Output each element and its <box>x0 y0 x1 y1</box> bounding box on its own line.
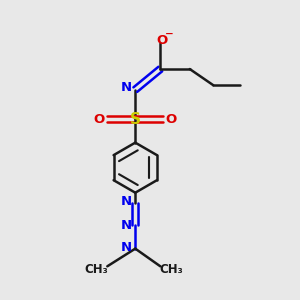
Text: N: N <box>121 241 132 254</box>
Text: −: − <box>165 29 174 39</box>
Text: S: S <box>130 112 141 127</box>
Text: CH₃: CH₃ <box>84 263 108 276</box>
Text: N: N <box>121 219 132 232</box>
Text: O: O <box>156 34 167 47</box>
Text: O: O <box>93 112 105 126</box>
Text: N: N <box>121 81 132 94</box>
Text: CH₃: CH₃ <box>160 263 183 276</box>
Text: O: O <box>166 112 177 126</box>
Text: N: N <box>121 195 132 208</box>
